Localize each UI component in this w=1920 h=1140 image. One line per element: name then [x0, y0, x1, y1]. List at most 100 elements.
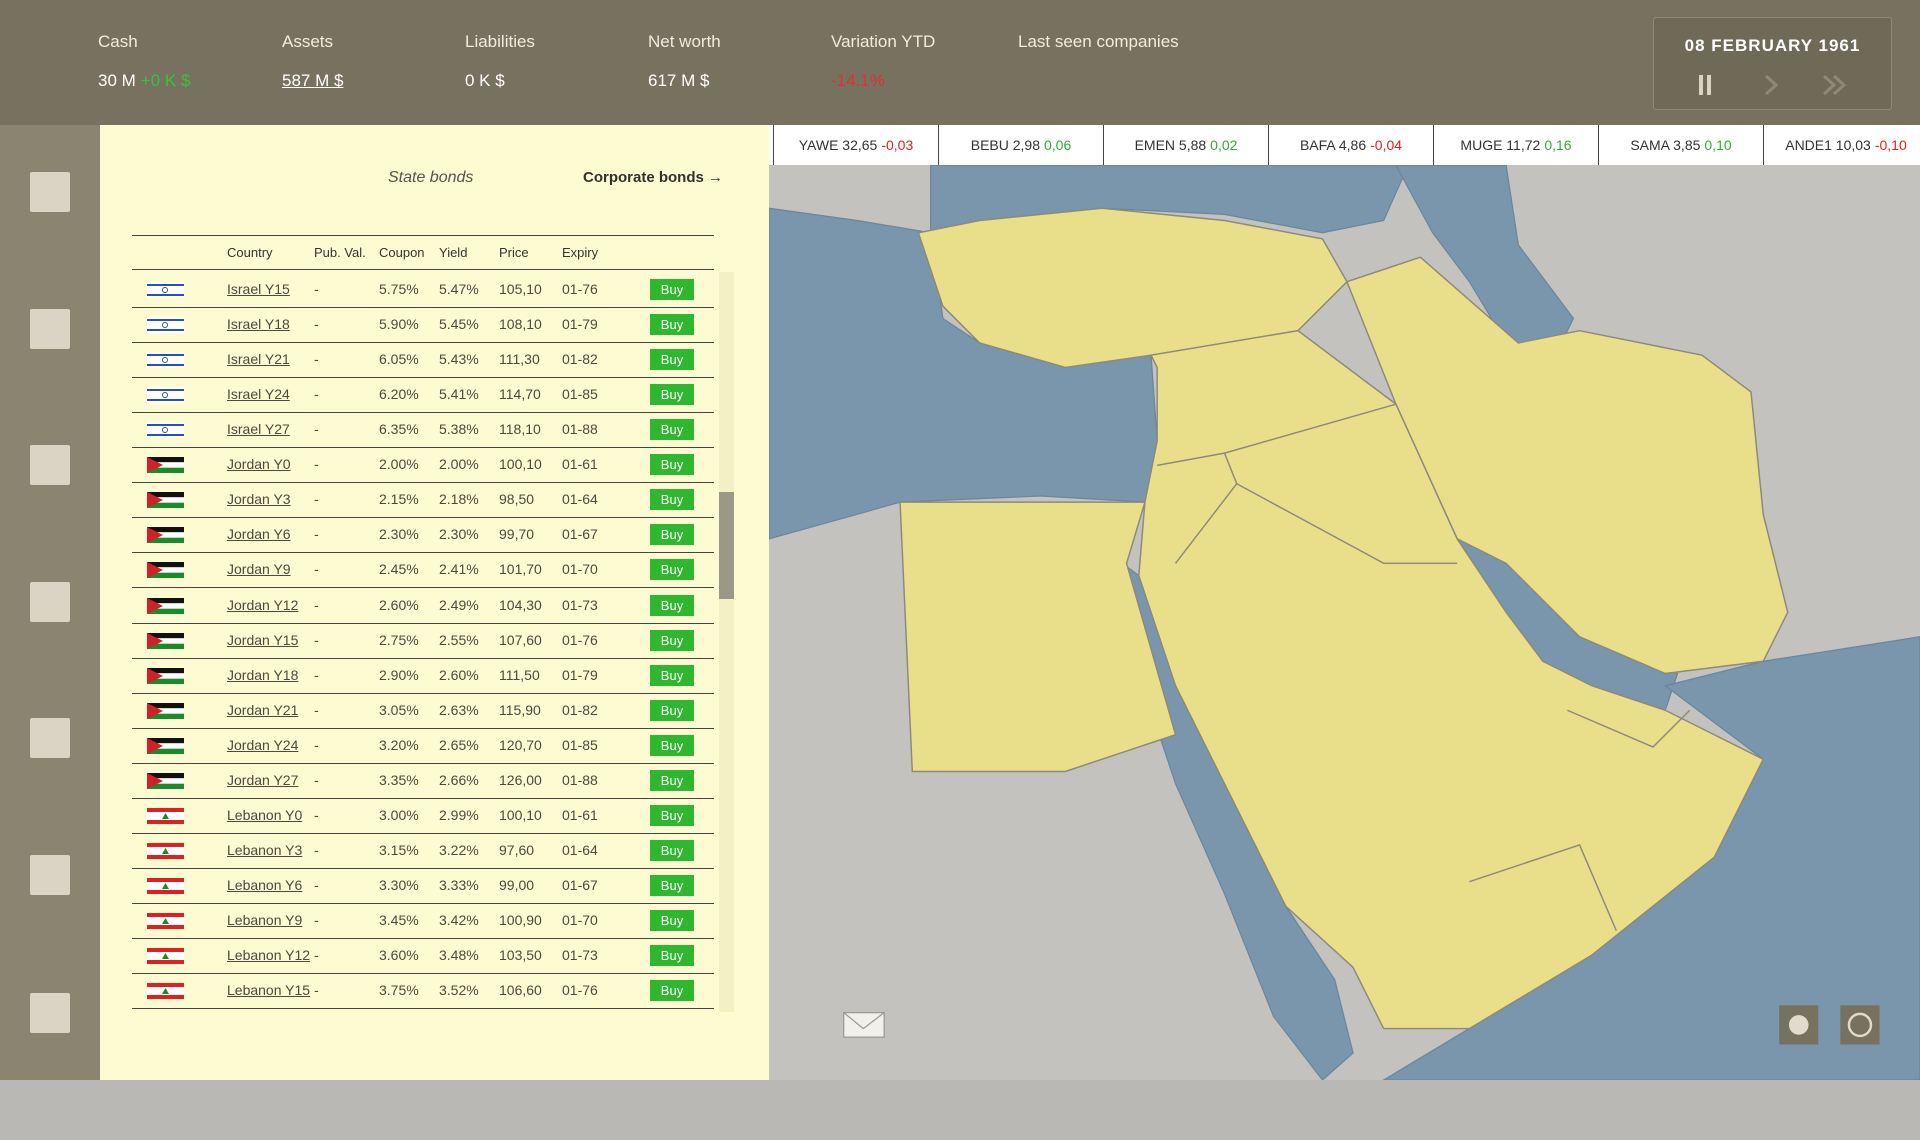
- country-link[interactable]: Lebanon Y9: [227, 912, 303, 929]
- country-link[interactable]: Jordan Y3: [227, 491, 291, 508]
- buy-button[interactable]: Buy: [650, 734, 694, 756]
- ticker-item[interactable]: ANDE1 10,03 -0,10: [1763, 125, 1920, 165]
- buy-button[interactable]: Buy: [650, 594, 694, 616]
- table-cell: 3.60%: [379, 947, 419, 964]
- ticker-change: -0,04: [1370, 137, 1403, 153]
- country-link[interactable]: Jordan Y0: [227, 456, 291, 473]
- country-link[interactable]: Jordan Y24: [227, 736, 299, 753]
- country-link[interactable]: Lebanon Y3: [227, 841, 303, 858]
- nav-icon[interactable]: [30, 993, 70, 1033]
- country-link[interactable]: Jordan Y27: [227, 771, 299, 788]
- tab-state[interactable]: State bonds: [388, 169, 474, 186]
- buy-button[interactable]: Buy: [650, 804, 694, 826]
- buy-button[interactable]: Buy: [650, 664, 694, 686]
- scroll-thumb[interactable]: [719, 492, 734, 599]
- country-link[interactable]: Jordan Y21: [227, 701, 299, 718]
- buy-button[interactable]: Buy: [650, 349, 694, 371]
- buy-button[interactable]: Buy: [650, 559, 694, 581]
- table-cell: 2.49%: [439, 596, 479, 613]
- table-cell: 3.33%: [439, 877, 479, 894]
- table-cell: 101,70: [499, 561, 542, 578]
- table-cell: 3.42%: [439, 912, 479, 929]
- table-cell: 126,00: [499, 771, 542, 788]
- table-row: Lebanon Y12- 3.60% 3.48% 103,50 01-73 Buy: [132, 938, 714, 975]
- buy-button[interactable]: Buy: [650, 454, 694, 476]
- table-cell: -: [314, 877, 319, 894]
- buy-button[interactable]: Buy: [650, 910, 694, 932]
- play-button[interactable]: [1764, 74, 1779, 96]
- ticker-item[interactable]: YAWE 32,65 -0,03: [773, 125, 938, 165]
- buy-button[interactable]: Buy: [650, 629, 694, 651]
- ticker-item[interactable]: EMEN 5,88 0,02: [1103, 125, 1268, 165]
- country-link[interactable]: Israel Y15: [227, 281, 290, 297]
- table-cell: 5.47%: [439, 281, 479, 297]
- nav-icon[interactable]: [30, 855, 70, 895]
- nav-icon[interactable]: [30, 582, 70, 622]
- table-cell: 2.15%: [379, 491, 419, 508]
- table-cell: 2.41%: [439, 561, 479, 578]
- globe-button[interactable]: [1840, 1005, 1880, 1045]
- ticker-item[interactable]: BEBU 2,98 0,06: [938, 125, 1103, 165]
- ticker-symbol: ANDE1 10,03: [1785, 137, 1871, 153]
- country-link[interactable]: Jordan Y18: [227, 666, 299, 683]
- ticker-item[interactable]: SAMA 3,85 0,10: [1598, 125, 1763, 165]
- buy-button[interactable]: Buy: [650, 489, 694, 511]
- nav-icon[interactable]: [30, 172, 70, 212]
- country-link[interactable]: Jordan Y6: [227, 526, 291, 543]
- stat-label: Net worth: [648, 32, 721, 51]
- country-link[interactable]: Lebanon Y6: [227, 877, 303, 894]
- table-cell: -: [314, 456, 319, 473]
- buy-button[interactable]: Buy: [650, 945, 694, 967]
- column-header: Price: [499, 245, 529, 260]
- pause-button[interactable]: [1699, 75, 1711, 95]
- table-row: Jordan Y3 - 2.15% 2.18% 98,50 01-64 Buy: [132, 482, 714, 519]
- flag: [147, 702, 184, 719]
- nav-icon[interactable]: [30, 718, 70, 758]
- ticker-item[interactable]: MUGE 11,72 0,16: [1433, 125, 1598, 165]
- table-cell: 3.75%: [379, 982, 419, 999]
- table-cell: 100,10: [499, 456, 542, 473]
- country-link[interactable]: Israel Y21: [227, 351, 290, 368]
- country-link[interactable]: Jordan Y12: [227, 596, 299, 613]
- ticker-item[interactable]: BAFA 4,86 -0,04: [1268, 125, 1433, 165]
- ticker-change: 0,02: [1210, 137, 1238, 153]
- country-link[interactable]: Lebanon Y0: [227, 806, 303, 823]
- buy-button[interactable]: Buy: [650, 384, 694, 406]
- tab-corporate[interactable]: Corporate bonds →: [583, 169, 724, 186]
- flag: [147, 352, 184, 369]
- buy-button[interactable]: Buy: [650, 419, 694, 441]
- table-row: Jordan Y0 - 2.00% 2.00% 100,10 01-61 Buy: [132, 447, 714, 484]
- buy-button[interactable]: Buy: [650, 875, 694, 897]
- flag: [147, 597, 184, 614]
- mail-icon[interactable]: [843, 1012, 885, 1038]
- country-link[interactable]: Jordan Y15: [227, 631, 299, 648]
- table-cell: 5.43%: [439, 351, 479, 368]
- fast-button[interactable]: [1822, 74, 1847, 96]
- table-row: Lebanon Y0- 3.00% 2.99% 100,10 01-61 Buy: [132, 798, 714, 834]
- stat-value[interactable]: 587 M $: [282, 71, 344, 90]
- flag: [147, 527, 184, 544]
- buy-button[interactable]: Buy: [650, 314, 694, 336]
- buy-button[interactable]: Buy: [650, 524, 694, 546]
- country-link[interactable]: Israel Y27: [227, 421, 290, 438]
- buy-button[interactable]: Buy: [650, 279, 694, 300]
- nav-icon[interactable]: [30, 445, 70, 485]
- country-link[interactable]: Jordan Y9: [227, 561, 291, 578]
- nav-icon[interactable]: [30, 309, 70, 349]
- country-link[interactable]: Israel Y24: [227, 386, 290, 403]
- table-cell: 2.30%: [379, 526, 419, 543]
- buy-button[interactable]: Buy: [650, 839, 694, 861]
- buy-button[interactable]: Buy: [650, 980, 694, 1002]
- buy-button[interactable]: Buy: [650, 699, 694, 721]
- page: 08 FEBRUARY 1961 Cash 30 M +0 K $ Assets 587…: [0, 0, 1920, 1080]
- buy-button[interactable]: Buy: [650, 769, 694, 791]
- table-cell: 01-61: [562, 806, 598, 823]
- country-link[interactable]: Lebanon Y12: [227, 947, 311, 964]
- ticker-symbol: EMEN 5,88: [1134, 137, 1207, 153]
- table-cell: 2.90%: [379, 666, 419, 683]
- country-link[interactable]: Lebanon Y15: [227, 982, 311, 999]
- country-link[interactable]: Israel Y18: [227, 316, 290, 333]
- table-cell: 01-85: [562, 736, 598, 753]
- stat-change: +0 K $: [140, 71, 191, 90]
- stat-value: 0 K $: [465, 71, 505, 90]
